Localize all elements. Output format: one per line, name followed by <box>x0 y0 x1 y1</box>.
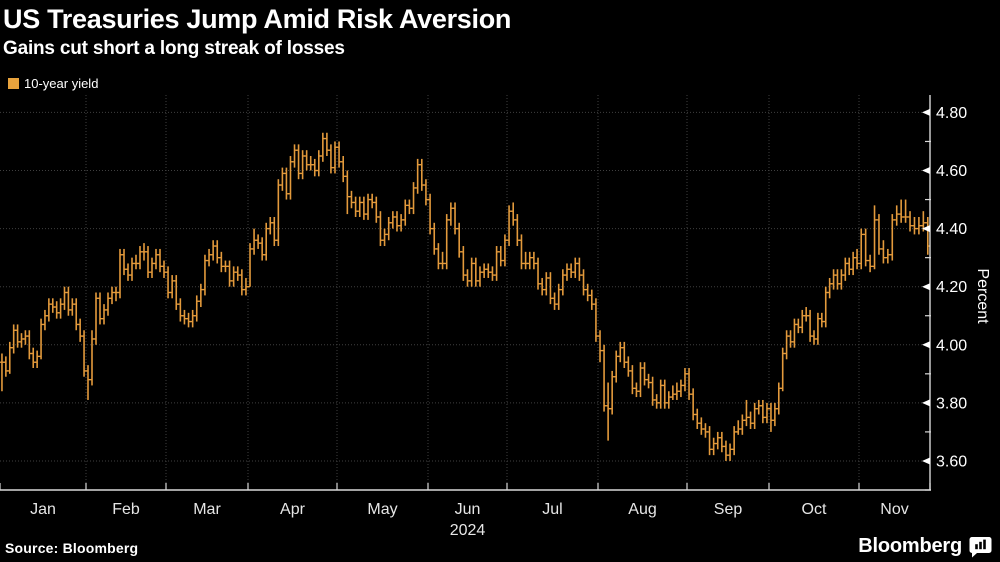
month-label: Jan <box>30 501 56 518</box>
month-label: May <box>367 501 397 518</box>
y-tick-label: 4.00 <box>936 337 967 354</box>
y-tick-label: 4.80 <box>936 105 967 122</box>
month-label: Oct <box>802 501 827 518</box>
month-label: Mar <box>193 501 221 518</box>
legend-label: 10-year yield <box>24 76 99 91</box>
month-label: Aug <box>628 501 656 518</box>
chart-subtitle: Gains cut short a long streak of losses <box>3 38 345 59</box>
y-tick-arrow <box>922 341 930 349</box>
month-label: Sep <box>714 501 743 518</box>
y-tick-label: 3.80 <box>936 395 967 412</box>
y-tick-arrow <box>922 108 930 116</box>
y-tick-label: 4.40 <box>936 221 967 238</box>
y-tick-label: 3.60 <box>936 453 967 470</box>
legend-swatch <box>8 78 19 89</box>
month-label: Nov <box>880 501 908 518</box>
month-label: Jul <box>542 501 562 518</box>
month-label: Apr <box>280 501 306 518</box>
legend: 10-year yield <box>8 76 98 91</box>
y-tick-label: 4.20 <box>936 279 967 296</box>
y-tick-arrow <box>922 399 930 407</box>
bloomberg-wordmark: Bloomberg <box>858 535 962 557</box>
bloomberg-bubble-icon <box>969 536 992 557</box>
source-label: Source: Bloomberg <box>5 540 139 556</box>
month-label: Jun <box>455 501 481 518</box>
y-tick-arrow <box>922 283 930 291</box>
bloomberg-logo: Bloomberg <box>858 535 992 558</box>
year-label: 2024 <box>450 522 486 539</box>
page-title: US Treasuries Jump Amid Risk Aversion <box>3 4 512 34</box>
month-label: Feb <box>112 501 140 518</box>
y-tick-arrow <box>922 167 930 175</box>
y-axis-title: Percent <box>974 268 991 324</box>
y-tick-arrow <box>922 225 930 233</box>
y-tick-label: 4.60 <box>936 163 967 180</box>
y-tick-arrow <box>922 457 930 465</box>
